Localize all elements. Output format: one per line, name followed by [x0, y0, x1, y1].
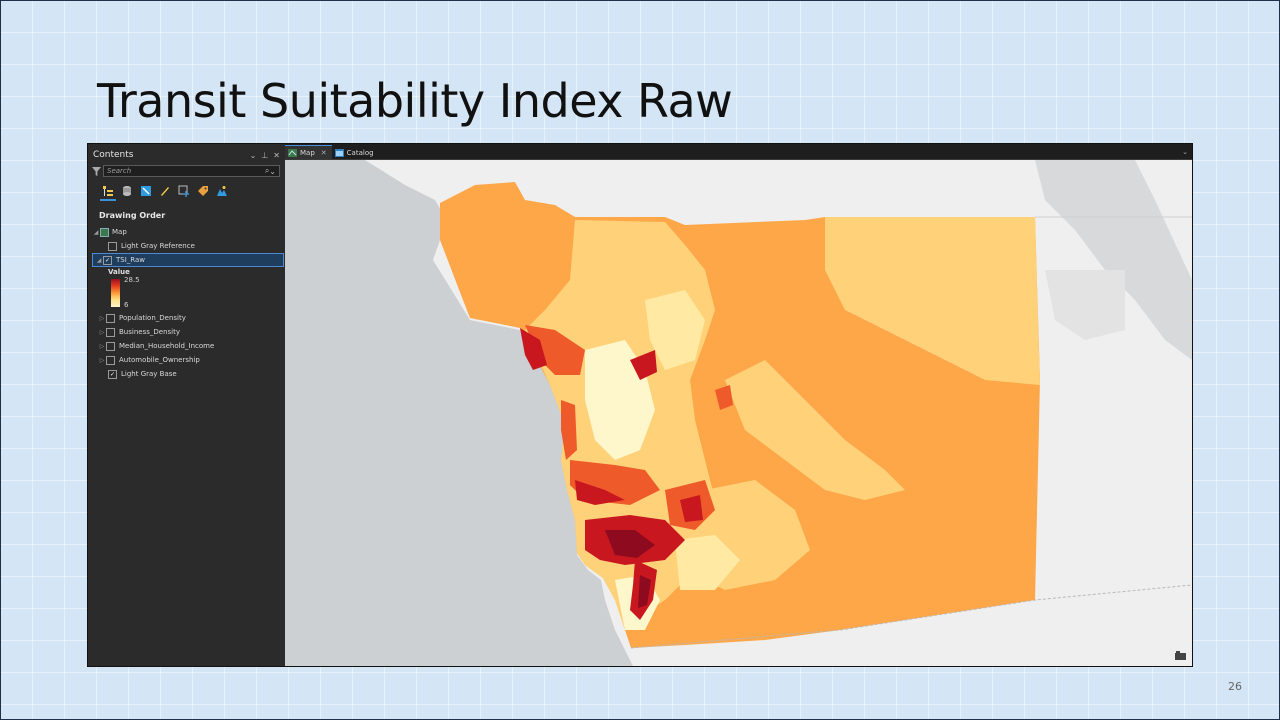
- layer-visibility-checkbox[interactable]: [106, 313, 115, 323]
- search-box: ⌕ ⌄: [103, 165, 280, 177]
- contents-pane-title: Contents: [93, 150, 134, 160]
- arcgis-pro-screenshot: Contents ⌄ ⊥ ✕ ⌕ ⌄: [87, 143, 1193, 667]
- layer-item-light-gray-base[interactable]: ✓ Light Gray Base: [92, 367, 284, 381]
- contents-toolbar: [100, 183, 230, 201]
- layer-visibility-checkbox[interactable]: [106, 341, 115, 351]
- list-by-perspective-imagery-icon[interactable]: [214, 183, 230, 199]
- region-class-6-mid: [575, 480, 625, 505]
- layer-tree: ◢ Map Light Gray Reference ◢ ✓ TSI_Raw V…: [92, 225, 284, 381]
- region-class-5-north: [525, 325, 585, 375]
- layer-label: Automobile_Ownership: [119, 356, 200, 364]
- layer-item-light-gray-reference[interactable]: Light Gray Reference: [92, 239, 284, 253]
- search-icon[interactable]: ⌕: [264, 166, 270, 175]
- region-class-5-scatter: [715, 385, 733, 410]
- slide-title: Transit Suitability Index Raw: [97, 74, 733, 128]
- expand-icon[interactable]: ◢: [93, 228, 99, 236]
- region-class-7-south: [605, 530, 655, 558]
- map-tab-icon: [288, 148, 297, 157]
- tsi-raw-legend: Value 28.5 6: [108, 267, 284, 311]
- pane-options-button[interactable]: ⌄: [249, 150, 257, 160]
- region-class-6-inland: [630, 350, 657, 380]
- tab-map[interactable]: Map ✕: [285, 145, 332, 159]
- catalog-tab-icon: [334, 148, 344, 157]
- contents-pane-header: Contents ⌄ ⊥ ✕: [93, 149, 280, 161]
- list-by-drawing-order-icon[interactable]: [100, 183, 116, 201]
- layer-visibility-checkbox[interactable]: [106, 355, 115, 365]
- tab-list-dropdown-icon[interactable]: ⌄: [1182, 147, 1188, 156]
- map-view: Map ✕ Catalog ⌄: [285, 144, 1192, 666]
- view-tab-strip: Map ✕ Catalog ⌄: [285, 144, 1192, 160]
- pane-close-button[interactable]: ✕: [273, 150, 280, 160]
- tab-catalog[interactable]: Catalog: [332, 146, 379, 159]
- list-by-labeling-icon[interactable]: [195, 183, 211, 199]
- layer-visibility-checkbox[interactable]: ✓: [103, 255, 112, 265]
- layer-visibility-checkbox[interactable]: [108, 241, 117, 251]
- desert-pattern: [1045, 270, 1125, 340]
- tab-label: Catalog: [346, 148, 374, 157]
- layer-item-business-density[interactable]: ▷ Business_Density: [92, 325, 284, 339]
- collapse-icon[interactable]: ▷: [99, 328, 105, 336]
- region-class-5-coastal-strip: [561, 400, 577, 460]
- layer-label: Light Gray Base: [121, 370, 177, 378]
- list-by-editing-icon[interactable]: [157, 183, 173, 199]
- region-class-2-south: [675, 535, 740, 590]
- tab-label: Map: [300, 148, 315, 157]
- drawing-order-label: Drawing Order: [99, 211, 166, 220]
- inland-gray-area: [1035, 160, 1192, 360]
- contents-pane: Contents ⌄ ⊥ ✕ ⌕ ⌄: [88, 144, 284, 666]
- layer-visibility-checkbox[interactable]: ✓: [108, 369, 117, 379]
- map-canvas[interactable]: [285, 160, 1192, 666]
- legend-min-value: 6: [124, 301, 129, 309]
- collapse-icon[interactable]: ▷: [99, 356, 105, 364]
- region-class-3-east: [725, 360, 905, 500]
- layer-item-population-density[interactable]: ▷ Population_Density: [92, 311, 284, 325]
- search-dropdown-icon[interactable]: ⌄: [269, 166, 276, 176]
- layer-label: TSI_Raw: [116, 256, 146, 264]
- collapse-icon[interactable]: ▷: [99, 342, 105, 350]
- layer-label: Business_Density: [119, 328, 180, 336]
- map-widget-icon[interactable]: [1175, 651, 1186, 660]
- list-by-selection-icon[interactable]: [138, 183, 154, 199]
- tree-item-map[interactable]: ◢ Map: [92, 225, 284, 239]
- legend-color-ramp: [111, 279, 120, 307]
- slide-number: 26: [1228, 680, 1242, 693]
- legend-title: Value: [108, 268, 130, 276]
- layer-label: Light Gray Reference: [121, 242, 195, 250]
- layer-item-automobile-ownership[interactable]: ▷ Automobile_Ownership: [92, 353, 284, 367]
- layer-label: Median_Household_Income: [119, 342, 215, 350]
- layer-item-median-household-income[interactable]: ▷ Median_Household_Income: [92, 339, 284, 353]
- search-input[interactable]: [107, 167, 265, 175]
- tree-item-label: Map: [112, 228, 127, 236]
- list-by-data-source-icon[interactable]: [119, 183, 135, 199]
- layer-label: Population_Density: [119, 314, 186, 322]
- contents-search-row: ⌕ ⌄: [92, 164, 280, 178]
- collapse-icon[interactable]: ▷: [99, 314, 105, 322]
- region-class-6-north: [520, 328, 547, 370]
- region-class-7-corridor: [638, 575, 651, 608]
- layer-visibility-checkbox[interactable]: [106, 327, 115, 337]
- ocean-water: [285, 160, 633, 666]
- expand-icon[interactable]: ◢: [96, 256, 102, 264]
- international-border: [630, 584, 1192, 649]
- pane-pin-button[interactable]: ⊥: [261, 150, 269, 160]
- region-class-2: [645, 290, 705, 370]
- map-icon: [100, 227, 109, 237]
- choropleth-map[interactable]: [285, 160, 1192, 666]
- region-class-6-east: [680, 495, 703, 522]
- close-tab-icon[interactable]: ✕: [320, 148, 327, 157]
- filter-icon[interactable]: [92, 166, 101, 176]
- legend-max-value: 28.5: [124, 276, 140, 284]
- list-by-snapping-icon[interactable]: [176, 183, 192, 199]
- region-class-3-ne: [825, 217, 1040, 385]
- layer-item-tsi-raw[interactable]: ◢ ✓ TSI_Raw: [92, 253, 284, 267]
